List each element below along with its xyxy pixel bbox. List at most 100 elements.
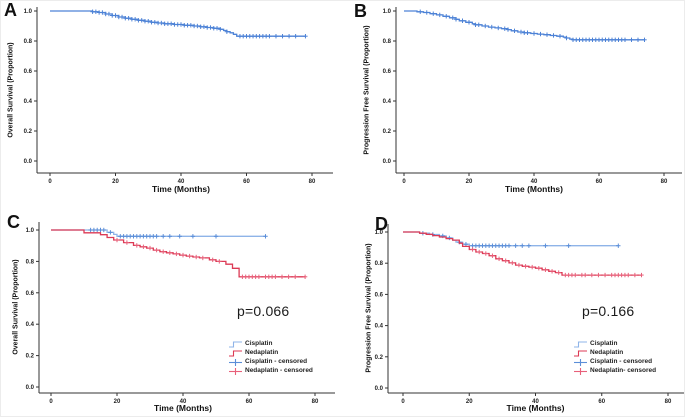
x-tick-label: 60: [246, 399, 253, 405]
x-tick-label: 20: [466, 399, 473, 405]
legend-entry: Nedaplatin - censored: [229, 367, 313, 375]
x-ticks: 0 20 40 60 80: [49, 393, 319, 405]
km-plot-svg-d: 0.0 0.2 0.4 0.6 0.8 1.0 0 20 40 60 80: [375, 224, 684, 405]
y-ticks: 0.0 0.2 0.4 0.6 0.8 1.0: [24, 9, 37, 165]
legend-step-line-swatch: [229, 349, 242, 357]
series-cisplatin: [51, 227, 268, 239]
km-plot-svg-c: 0.0 0.2 0.4 0.6 0.8 1.0 0 20 40 60 80: [26, 222, 335, 405]
y-axis-label-d: Progression Free Survival (Proportion): [365, 243, 373, 373]
x-ticks: 0 20 40 60 80: [402, 173, 668, 185]
panel-c-overall-survival-by-drug: 0.0 0.2 0.4 0.6 0.8 1.0 0 20 40 60 80 C Overall Su…: [1, 201, 343, 416]
x-tick-label: 20: [112, 179, 119, 185]
y-tick-label: 0.8: [383, 39, 392, 45]
legend-c: Cisplatin Nedaplatin Cisplatin - censored N…: [229, 340, 313, 375]
y-tick-label: 0.0: [375, 386, 384, 392]
y-tick-label: 0.6: [375, 292, 384, 298]
legend-entry: Cisplatin - censored: [229, 358, 313, 366]
legend-entry: Cisplatin - censored: [574, 358, 656, 366]
legend-label: Cisplatin - censored: [245, 357, 308, 365]
p-value-c: p=0.066: [237, 303, 290, 319]
y-tick-label: 0.2: [383, 129, 392, 135]
legend-entry: Nedaplatin: [229, 349, 313, 357]
y-tick-label: 0.6: [26, 291, 35, 297]
y-tick-label: 0.0: [26, 385, 35, 391]
x-tick-label: 60: [243, 179, 250, 185]
y-tick-label: 1.0: [26, 228, 35, 234]
legend-label: Cisplatin - censored: [590, 357, 653, 365]
legend-entry: Nedaplatin- censored: [574, 367, 656, 375]
panel-letter-b: B: [354, 1, 367, 21]
x-tick-label: 60: [596, 179, 603, 185]
panel-letter-a: A: [4, 0, 17, 20]
legend-entry: Cisplatin: [574, 340, 656, 348]
legend-censor-plus-swatch: [574, 367, 587, 375]
panel-letter-d: D: [375, 214, 388, 234]
y-tick-label: 0.6: [383, 69, 392, 75]
legend-label: Nedaplatin - censored: [245, 366, 313, 374]
y-ticks: 0.0 0.2 0.4 0.6 0.8 1.0: [26, 228, 39, 391]
x-tick-label: 0: [402, 179, 406, 185]
y-tick-label: 0.8: [375, 261, 384, 267]
km-step-curve: [51, 229, 306, 278]
legend-censor-plus-swatch: [229, 367, 242, 375]
series-nedaplatin: [403, 231, 644, 278]
legend-censor-plus-swatch: [574, 358, 587, 366]
y-ticks: 0.0 0.2 0.4 0.6 0.8 1.0: [375, 230, 388, 392]
legend-label: Nedaplatin: [245, 348, 279, 356]
y-tick-label: 1.0: [24, 9, 33, 15]
y-axis-label-b: Progression Free Survival (Proportion): [363, 25, 371, 155]
y-tick-label: 0.4: [383, 99, 392, 105]
y-ticks: 0.0 0.2 0.4 0.6 0.8 1.0: [383, 9, 396, 165]
legend-step-line-swatch: [229, 340, 242, 348]
km-plot-svg-b: 0.0 0.2 0.4 0.6 0.8 1.0 0 20 40 60 80: [383, 7, 682, 185]
x-tick-label: 80: [312, 399, 319, 405]
legend-d: Cisplatin Nedaplatin Cisplatin - censored N…: [574, 340, 656, 375]
x-tick-label: 20: [466, 179, 473, 185]
axes: [395, 7, 682, 174]
legend-label: Cisplatin: [245, 339, 273, 347]
x-ticks: 0 20 40 60 80: [401, 393, 672, 405]
x-tick-label: 80: [665, 399, 672, 405]
x-tick-label: 0: [49, 399, 53, 405]
panel-a-overall-survival: 0.0 0.2 0.4 0.6 0.8 1.0 0 20 40 60 80 A Overall Su…: [1, 1, 343, 201]
legend-label: Nedaplatin- censored: [590, 366, 657, 374]
y-tick-label: 0.2: [24, 129, 33, 135]
axes: [38, 222, 335, 394]
panel-letter-c: C: [7, 212, 20, 232]
y-tick-label: 0.4: [24, 99, 33, 105]
series-cisplatin: [403, 231, 621, 248]
y-tick-label: 0.2: [375, 355, 384, 361]
x-tick-label: 40: [531, 179, 538, 185]
x-tick-label: 40: [532, 399, 539, 405]
km-plot-svg-a: 0.0 0.2 0.4 0.6 0.8 1.0 0 20 40 60 80: [24, 7, 333, 185]
x-tick-label: 60: [598, 399, 605, 405]
legend-label: Nedaplatin: [590, 348, 624, 356]
legend-step-line-swatch: [574, 349, 587, 357]
p-value-d: p=0.166: [582, 303, 635, 319]
x-tick-label: 0: [48, 179, 52, 185]
x-axis-label-c: Time (Months): [154, 403, 212, 413]
y-tick-label: 0.4: [26, 322, 35, 328]
x-axis-label-b: Time (Months): [505, 184, 563, 194]
y-tick-label: 0.8: [24, 39, 33, 45]
km-step-curve: [403, 231, 619, 247]
y-tick-label: 1.0: [383, 9, 392, 15]
x-tick-label: 20: [114, 399, 121, 405]
legend-step-line-swatch: [574, 340, 587, 348]
km-step-curve: [403, 231, 642, 276]
series-survival-curve: [404, 9, 647, 42]
y-tick-label: 0.2: [26, 354, 35, 360]
x-tick-label: 80: [309, 179, 316, 185]
series-survival-curve: [50, 9, 308, 39]
legend-censor-plus-swatch: [229, 358, 242, 366]
x-axis-label-d: Time (Months): [506, 403, 565, 413]
x-tick-label: 0: [401, 399, 405, 405]
y-tick-label: 0.8: [26, 259, 35, 265]
x-axis-label-a: Time (Months): [152, 184, 210, 194]
series-nedaplatin: [51, 229, 308, 279]
y-tick-label: 0.6: [24, 69, 33, 75]
x-ticks: 0 20 40 60 80: [48, 173, 316, 185]
panel-d-progression-free-survival-by-drug: 0.0 0.2 0.4 0.6 0.8 1.0 0 20 40 60 80 D Progressio…: [344, 201, 684, 416]
y-axis-label-a: Overall Survival (Proportion): [7, 42, 15, 138]
